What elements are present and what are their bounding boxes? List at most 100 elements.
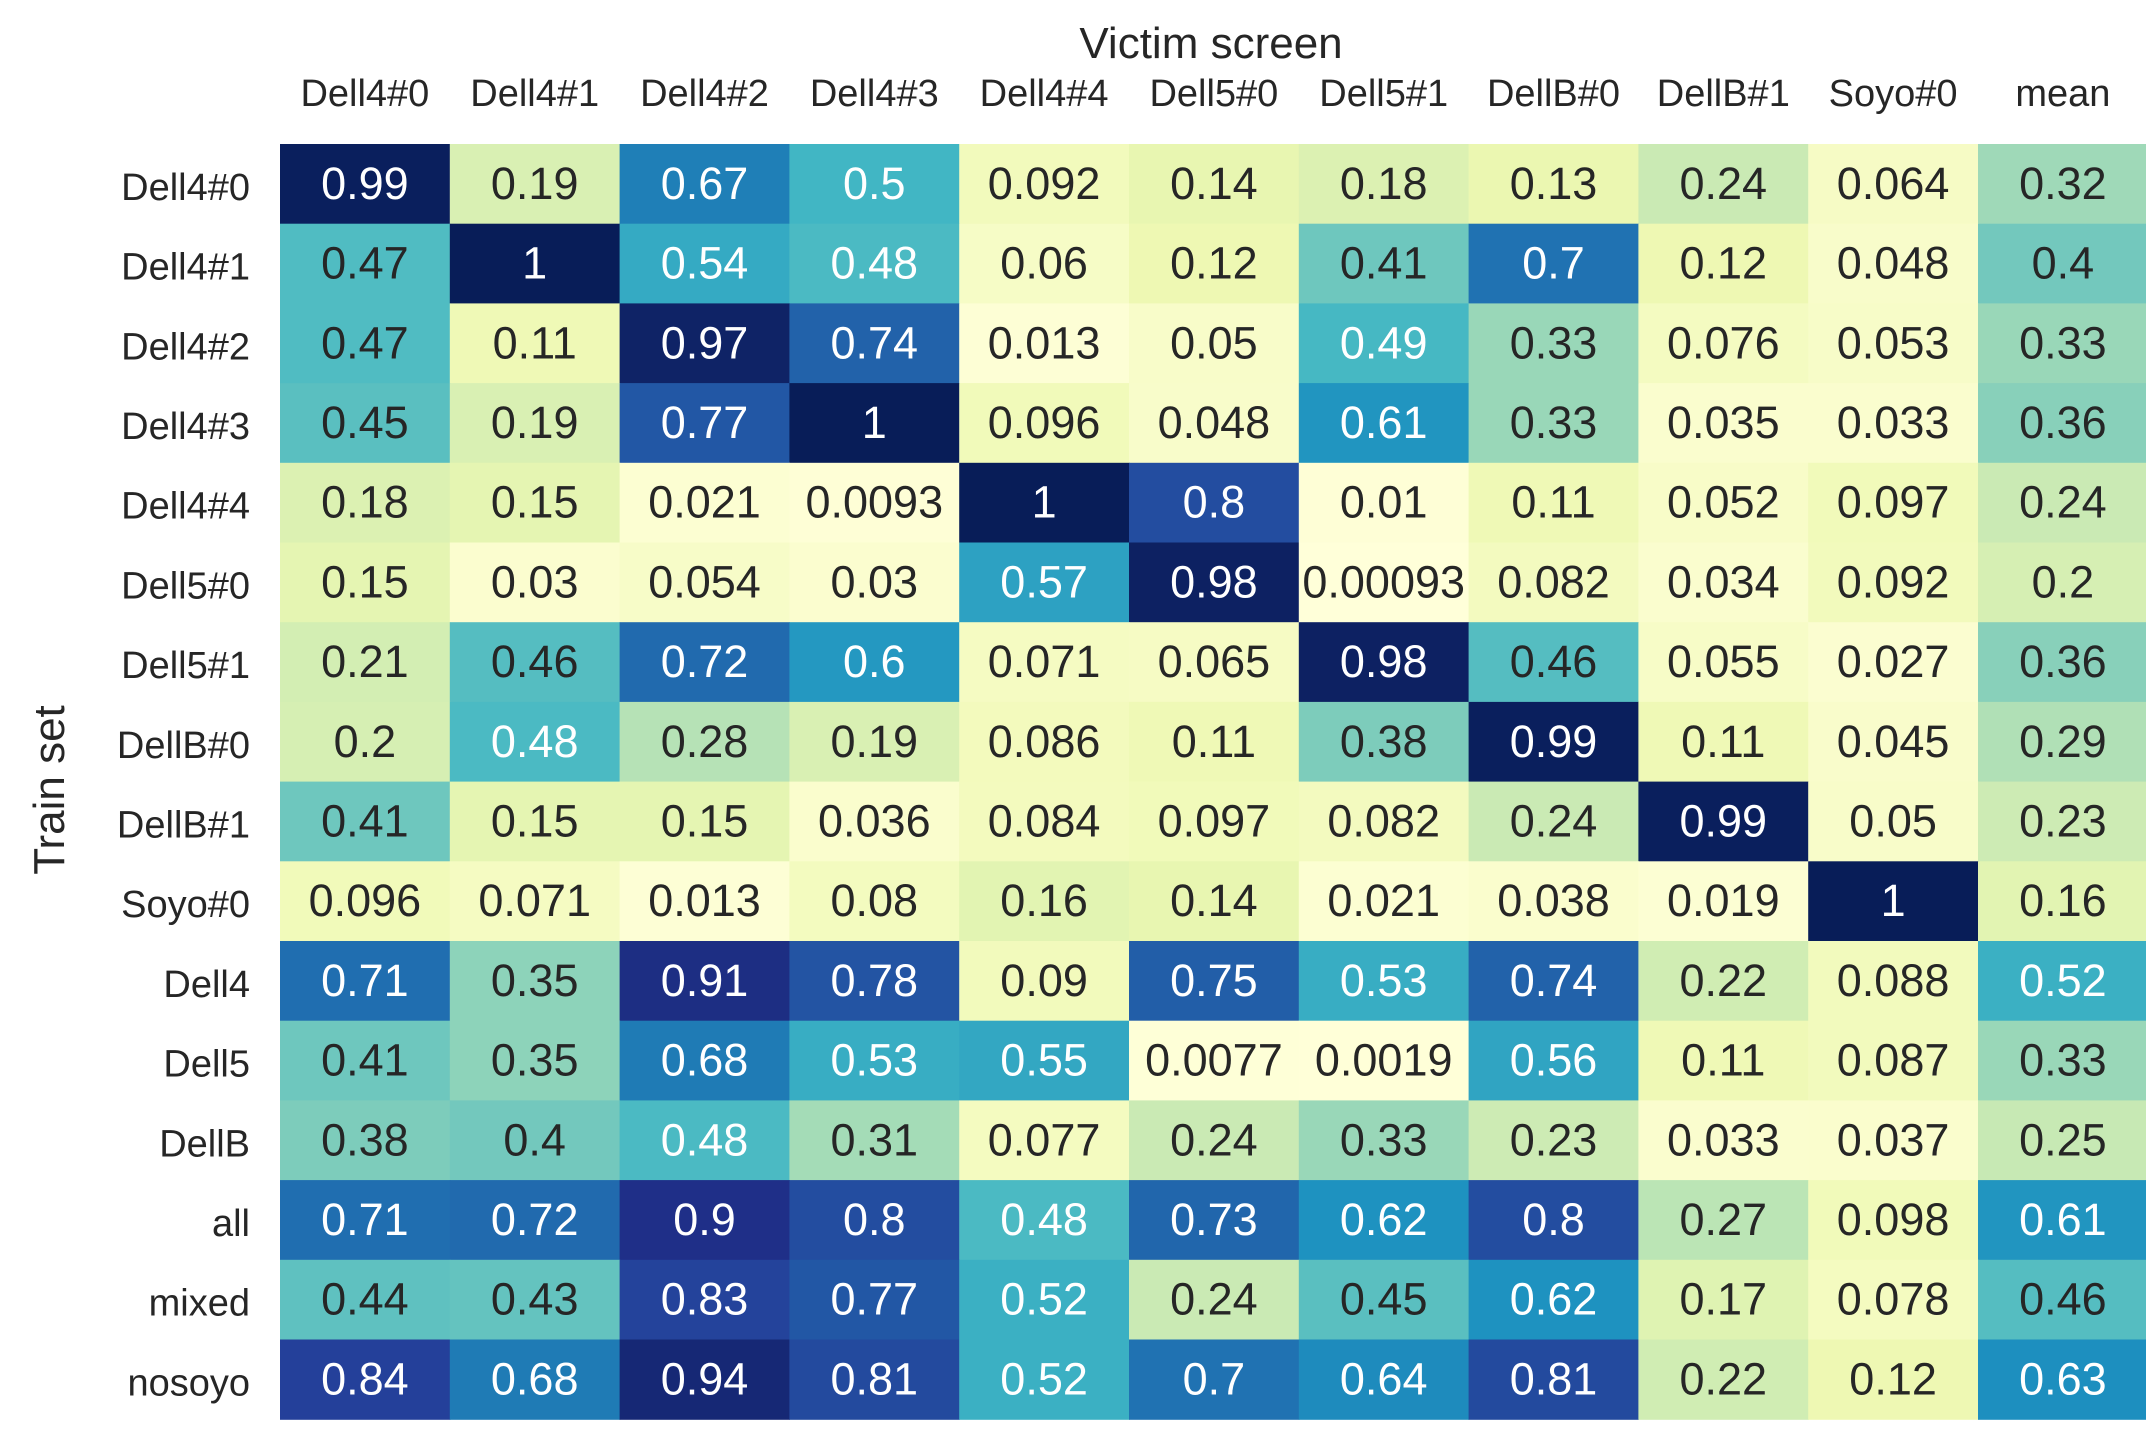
heatmap-value-label: 0.62 — [1340, 1194, 1428, 1245]
heatmap-cell — [1638, 1339, 1809, 1420]
heatmap-value-label: 0.61 — [2019, 1194, 2107, 1245]
heatmap-cell — [449, 1259, 621, 1341]
heatmap-value-label: 0.038 — [1497, 875, 1610, 926]
heatmap-value-label: 0.7 — [1522, 238, 1585, 289]
heatmap-value-label: 0.021 — [1327, 875, 1440, 926]
heatmap-cell — [1808, 1259, 1979, 1341]
heatmap-value-label: 0.18 — [321, 477, 409, 528]
heatmap-value-label: 0.035 — [1667, 397, 1780, 448]
heatmap-value-label: 0.05 — [1170, 317, 1258, 368]
heatmap-value-label: 0.6 — [843, 636, 906, 687]
x-tick-label: Dell4#2 — [640, 73, 769, 115]
heatmap-value-label: 0.47 — [321, 238, 409, 289]
heatmap-value-label: 0.013 — [648, 875, 761, 926]
heatmap-cell — [1129, 1020, 1300, 1101]
heatmap-value-label: 0.14 — [1170, 158, 1258, 209]
heatmap-cell — [280, 223, 451, 304]
heatmap-value-label: 0.46 — [2019, 1274, 2107, 1325]
heatmap-value-label: 0.31 — [831, 1114, 919, 1165]
y-tick-label: Dell4#2 — [121, 326, 250, 368]
heatmap-cell — [789, 1180, 960, 1261]
heatmap-cell — [1468, 781, 1639, 862]
heatmap-value-label: 0.064 — [1837, 158, 1950, 209]
heatmap-value-labels: 0.99 0.19 0.67 0.5 0.092 0.14 0.18 0.13 0.24 0.06… — [309, 158, 2107, 1404]
y-axis-title: Train set — [25, 705, 74, 875]
heatmap-cell — [1638, 542, 1809, 623]
heatmap-cell — [1298, 701, 1470, 783]
heatmap-cell — [1468, 144, 1639, 225]
heatmap-cell — [959, 1020, 1130, 1101]
heatmap-value-label: 0.065 — [1158, 636, 1271, 687]
heatmap-cell — [789, 542, 960, 623]
heatmap-cell — [1298, 144, 1470, 225]
heatmap-cell — [789, 1339, 960, 1420]
heatmap-value-label: 0.72 — [491, 1194, 579, 1245]
heatmap-cell — [1978, 781, 2146, 862]
heatmap-cell — [959, 542, 1130, 623]
heatmap-value-label: 0.75 — [1170, 955, 1258, 1006]
x-tick-label: Dell4#3 — [810, 73, 939, 115]
heatmap-cell — [959, 223, 1130, 304]
heatmap-value-label: 0.052 — [1667, 477, 1780, 528]
heatmap-value-label: 0.16 — [2019, 875, 2107, 926]
heatmap-value-label: 0.19 — [491, 158, 579, 209]
heatmap-cell — [280, 542, 451, 623]
heatmap-value-label: 0.63 — [2019, 1353, 2107, 1404]
heatmap-value-label: 0.33 — [1510, 317, 1598, 368]
heatmap-value-label: 0.082 — [1327, 795, 1440, 846]
heatmap-cell — [1298, 462, 1470, 544]
heatmap-cell — [1978, 383, 2146, 464]
heatmap-value-label: 0.33 — [1340, 1114, 1428, 1165]
heatmap-cell — [1468, 1020, 1639, 1101]
heatmap-value-label: 0.15 — [491, 477, 579, 528]
heatmap-value-label: 0.54 — [661, 238, 749, 289]
heatmap-value-label: 0.17 — [1680, 1274, 1768, 1325]
heatmap-value-label: 0.99 — [321, 158, 409, 209]
heatmap-cell — [619, 1259, 790, 1341]
heatmap-value-label: 0.2 — [2032, 556, 2095, 607]
heatmap-value-label: 0.67 — [661, 158, 749, 209]
heatmap-value-label: 0.21 — [321, 636, 409, 687]
heatmap-value-label: 0.48 — [831, 238, 919, 289]
heatmap-value-label: 0.048 — [1837, 238, 1950, 289]
heatmap-value-label: 0.53 — [1340, 955, 1428, 1006]
heatmap-cell — [1298, 383, 1470, 464]
heatmap-cell — [280, 781, 451, 862]
heatmap-value-label: 0.033 — [1837, 397, 1950, 448]
heatmap-cell — [449, 622, 621, 703]
heatmap-cell — [619, 1180, 790, 1261]
heatmap-cell — [1298, 861, 1470, 942]
heatmap-cell — [1808, 542, 1979, 623]
heatmap-value-label: 0.092 — [988, 158, 1101, 209]
heatmap-value-label: 0.99 — [1510, 716, 1598, 767]
y-tick-label: Dell4#1 — [121, 247, 250, 289]
heatmap-value-label: 1 — [1881, 875, 1906, 926]
y-tick-label: DellB — [159, 1123, 250, 1165]
heatmap-cell — [1468, 1339, 1639, 1420]
y-tick-label: Dell4#4 — [121, 486, 250, 528]
y-tick-label: Dell5#1 — [121, 645, 250, 687]
heatmap-cell — [1978, 303, 2146, 384]
heatmap-value-label: 0.78 — [831, 955, 919, 1006]
heatmap-cell — [619, 861, 790, 942]
heatmap-value-label: 0.84 — [321, 1353, 409, 1404]
heatmap-cell — [1978, 1259, 2146, 1341]
heatmap-cell — [1298, 622, 1470, 703]
heatmap-value-label: 0.4 — [503, 1114, 566, 1165]
y-tick-label: Dell4#3 — [121, 406, 250, 448]
heatmap-value-label: 0.036 — [818, 795, 931, 846]
heatmap-value-label: 0.054 — [648, 556, 761, 607]
heatmap-cell — [789, 1100, 960, 1181]
heatmap-value-label: 0.11 — [493, 317, 577, 368]
heatmap-cell — [1808, 1339, 1979, 1420]
heatmap-value-label: 0.41 — [1340, 238, 1428, 289]
heatmap-value-label: 0.56 — [1510, 1035, 1598, 1086]
y-tick-label: nosoyo — [127, 1362, 250, 1404]
heatmap-value-label: 0.48 — [1000, 1194, 1088, 1245]
heatmap-cell — [619, 1020, 790, 1101]
heatmap-cell — [449, 223, 621, 304]
heatmap-cell — [1978, 861, 2146, 942]
heatmap-cell — [280, 701, 451, 783]
heatmap-cell — [959, 303, 1130, 384]
